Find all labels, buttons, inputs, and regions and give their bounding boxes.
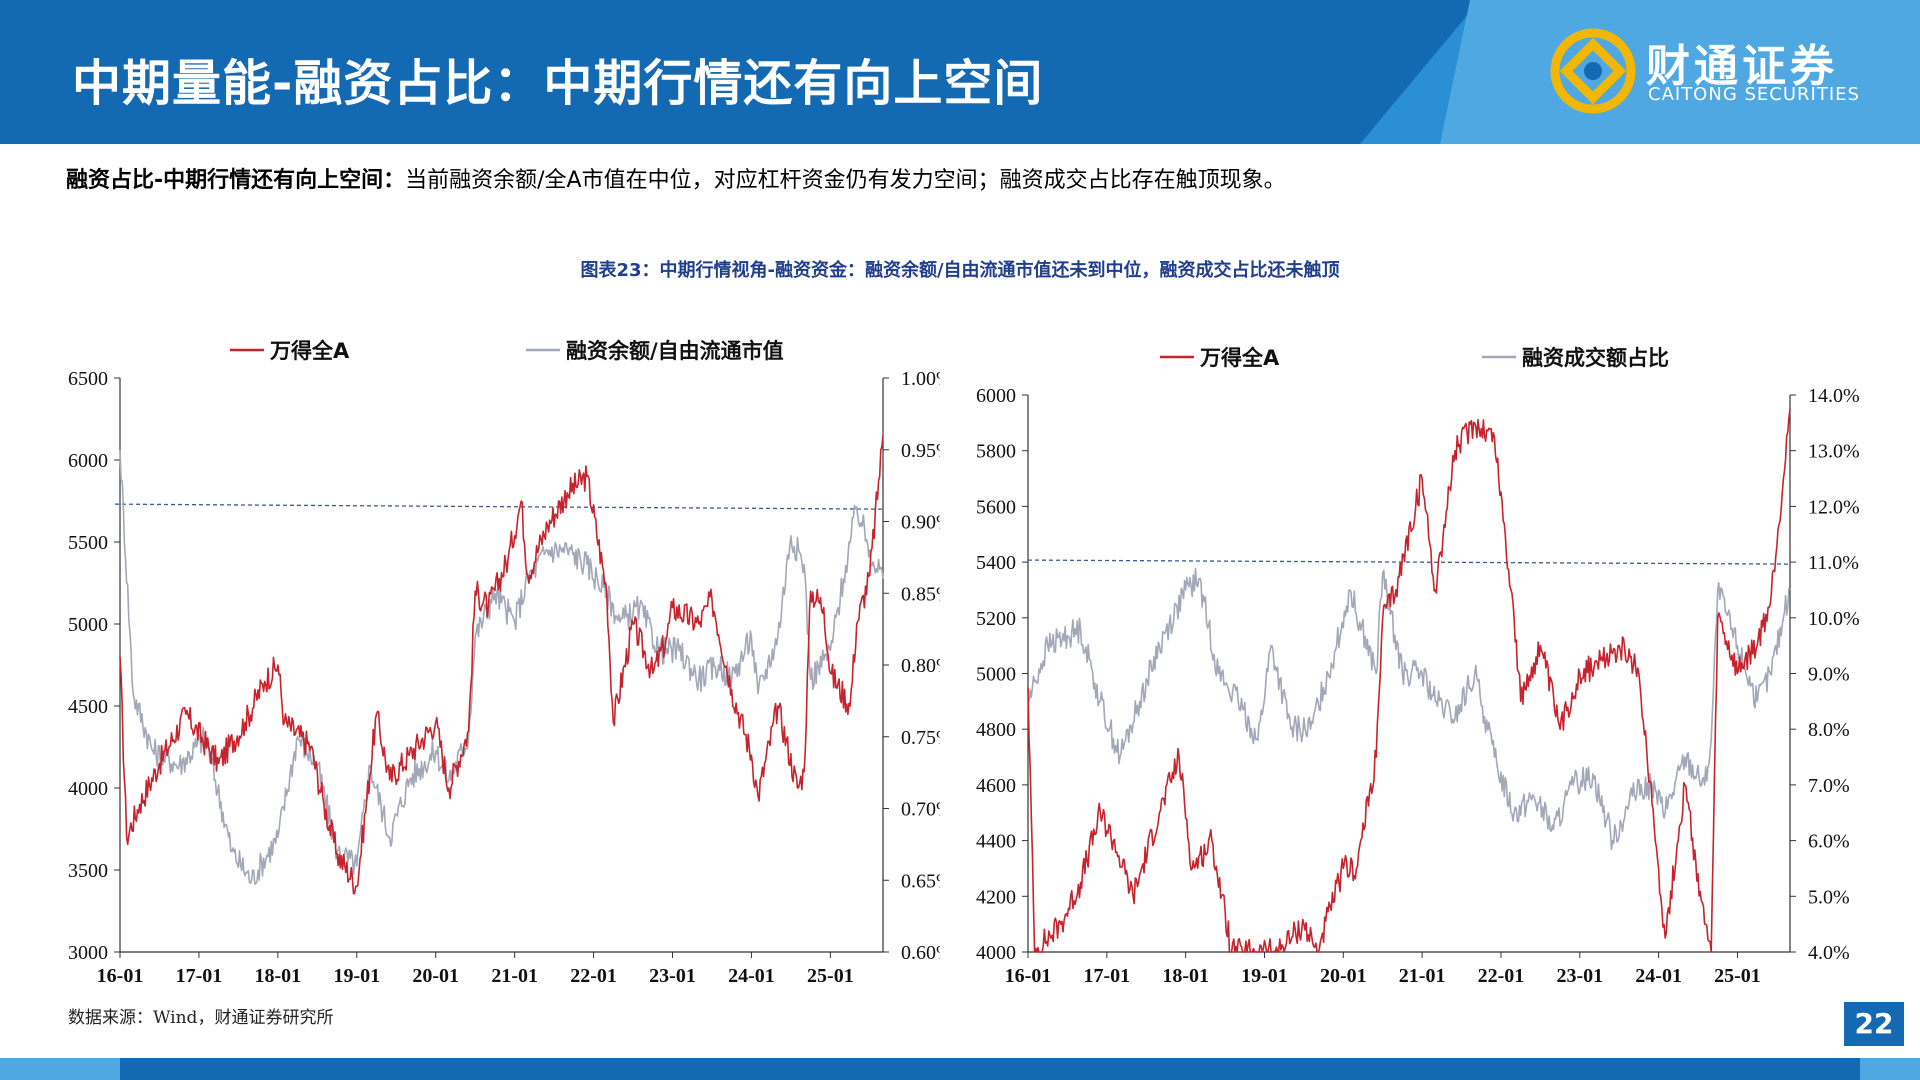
y-left-tick-label: 3000 — [68, 942, 108, 964]
y-left-tick-label: 4200 — [976, 886, 1016, 908]
y-right-tick-label: 7.0% — [1808, 775, 1850, 797]
y-right-tick-label: 0.85% — [901, 583, 940, 605]
x-tick-label: 22-01 — [1478, 965, 1525, 987]
series-line-margin-ratio — [119, 449, 884, 885]
summary-text: 融资占比-中期行情还有向上空间：当前融资余额/全A市值在中位，对应杠杆资金仍有发… — [66, 162, 1286, 194]
x-tick-label: 16-01 — [97, 965, 144, 987]
legend-label: 融资余额/自由流通市值 — [566, 339, 784, 363]
logo-text-en: CAITONG SECURITIES — [1648, 84, 1860, 105]
x-tick-label: 19-01 — [1241, 965, 1288, 987]
y-left-tick-label: 4000 — [976, 942, 1016, 964]
x-tick-label: 17-01 — [1083, 965, 1130, 987]
x-tick-label: 17-01 — [176, 965, 223, 987]
y-right-tick-label: 12.0% — [1808, 496, 1860, 518]
y-left-tick-label: 4000 — [68, 778, 108, 800]
y-left-tick-label: 5000 — [68, 614, 108, 636]
company-logo: 财通证券 CAITONG SECURITIES — [1550, 26, 1890, 116]
y-right-tick-label: 6.0% — [1808, 831, 1850, 853]
median-reference-line — [1027, 559, 1791, 565]
y-right-tick-label: 9.0% — [1808, 664, 1850, 686]
series-line-index — [119, 435, 884, 895]
logo-mark-icon — [1550, 28, 1636, 114]
x-tick-label: 19-01 — [333, 965, 380, 987]
y-left-tick-label: 5400 — [976, 552, 1016, 574]
x-tick-label: 16-01 — [1005, 965, 1052, 987]
x-tick-label: 24-01 — [1635, 965, 1682, 987]
x-tick-label: 18-01 — [1162, 965, 1209, 987]
y-right-tick-label: 0.95% — [901, 440, 940, 462]
footer-bar — [0, 1058, 1920, 1080]
x-tick-label: 23-01 — [649, 965, 696, 987]
series-line-margin-ratio — [1027, 567, 1791, 851]
y-right-tick-label: 14.0% — [1808, 385, 1860, 407]
x-tick-label: 20-01 — [1320, 965, 1367, 987]
y-left-tick-label: 4800 — [976, 719, 1016, 741]
legend-label: 万得全A — [1199, 346, 1280, 370]
page-title: 中期量能-融资占比：中期行情还有向上空间 — [72, 55, 1044, 112]
y-right-tick-label: 0.75% — [901, 727, 940, 749]
y-right-tick-label: 5.0% — [1808, 886, 1850, 908]
logo-text-cn: 财通证券 — [1646, 41, 1838, 92]
y-right-tick-label: 0.90% — [901, 512, 940, 534]
x-tick-label: 18-01 — [255, 965, 302, 987]
y-right-tick-label: 8.0% — [1808, 719, 1850, 741]
y-right-tick-label: 10.0% — [1808, 608, 1860, 630]
y-left-tick-label: 5800 — [976, 441, 1016, 463]
chart-margin-balance-ratio: 3000 3500 4000 4500 5000 5500 6000 6500 0.60% 0.6… — [68, 339, 940, 987]
x-tick-label: 25-01 — [807, 965, 854, 987]
x-tick-label: 23-01 — [1556, 965, 1603, 987]
page-number: 22 — [1844, 1002, 1904, 1046]
header-bar: 中期量能-融资占比：中期行情还有向上空间 财通证券 CAITONG SECURI… — [0, 0, 1920, 144]
chart-margin-turnover-ratio: 4000 4200 4400 4600 4800 5000 5200 5400 5600 5800… — [976, 346, 1860, 987]
data-source: 数据来源：Wind，财通证券研究所 — [68, 1008, 334, 1028]
y-left-tick-label: 5200 — [976, 608, 1016, 630]
y-right-tick-label: 0.65% — [901, 870, 940, 892]
x-tick-label: 21-01 — [491, 965, 538, 987]
y-right-tick-label: 0.60% — [901, 942, 940, 964]
y-left-tick-label: 5600 — [976, 496, 1016, 518]
summary-body: 当前融资余额/全A市值在中位，对应杠杆资金仍有发力空间；融资成交占比存在触顶现象… — [405, 168, 1286, 193]
figure-title: 图表23：中期行情视角-融资资金：融资余额/自由流通市值还未到中位，融资成交占比… — [580, 260, 1340, 281]
y-left-tick-label: 6000 — [68, 450, 108, 472]
footer-accent-right — [1860, 1058, 1920, 1080]
legend-label: 万得全A — [269, 339, 350, 363]
y-right-tick-label: 11.0% — [1808, 552, 1859, 574]
y-left-tick-label: 3500 — [68, 860, 108, 882]
y-right-tick-label: 0.80% — [901, 655, 940, 677]
y-left-tick-label: 4400 — [976, 831, 1016, 853]
x-tick-label: 21-01 — [1399, 965, 1446, 987]
header-accent-light — [1440, 0, 1920, 144]
summary-lead: 融资占比-中期行情还有向上空间： — [66, 168, 406, 193]
x-tick-label: 24-01 — [728, 965, 775, 987]
y-left-tick-label: 6000 — [976, 385, 1016, 407]
legend-label: 融资成交额占比 — [1522, 346, 1669, 370]
x-tick-label: 20-01 — [412, 965, 459, 987]
y-left-tick-label: 5500 — [68, 532, 108, 554]
y-left-tick-label: 5000 — [976, 664, 1016, 686]
footer-accent-left — [0, 1058, 120, 1080]
y-right-tick-label: 0.70% — [901, 799, 940, 821]
y-left-tick-label: 4500 — [68, 696, 108, 718]
x-tick-label: 25-01 — [1714, 965, 1761, 987]
median-reference-line — [114, 503, 884, 510]
y-right-tick-label: 4.0% — [1808, 942, 1850, 964]
y-left-tick-label: 6500 — [68, 368, 108, 390]
y-left-tick-label: 4600 — [976, 775, 1016, 797]
x-tick-label: 22-01 — [570, 965, 617, 987]
y-right-tick-label: 13.0% — [1808, 441, 1860, 463]
y-right-tick-label: 1.00% — [901, 368, 940, 390]
series-line-index — [1027, 408, 1791, 953]
